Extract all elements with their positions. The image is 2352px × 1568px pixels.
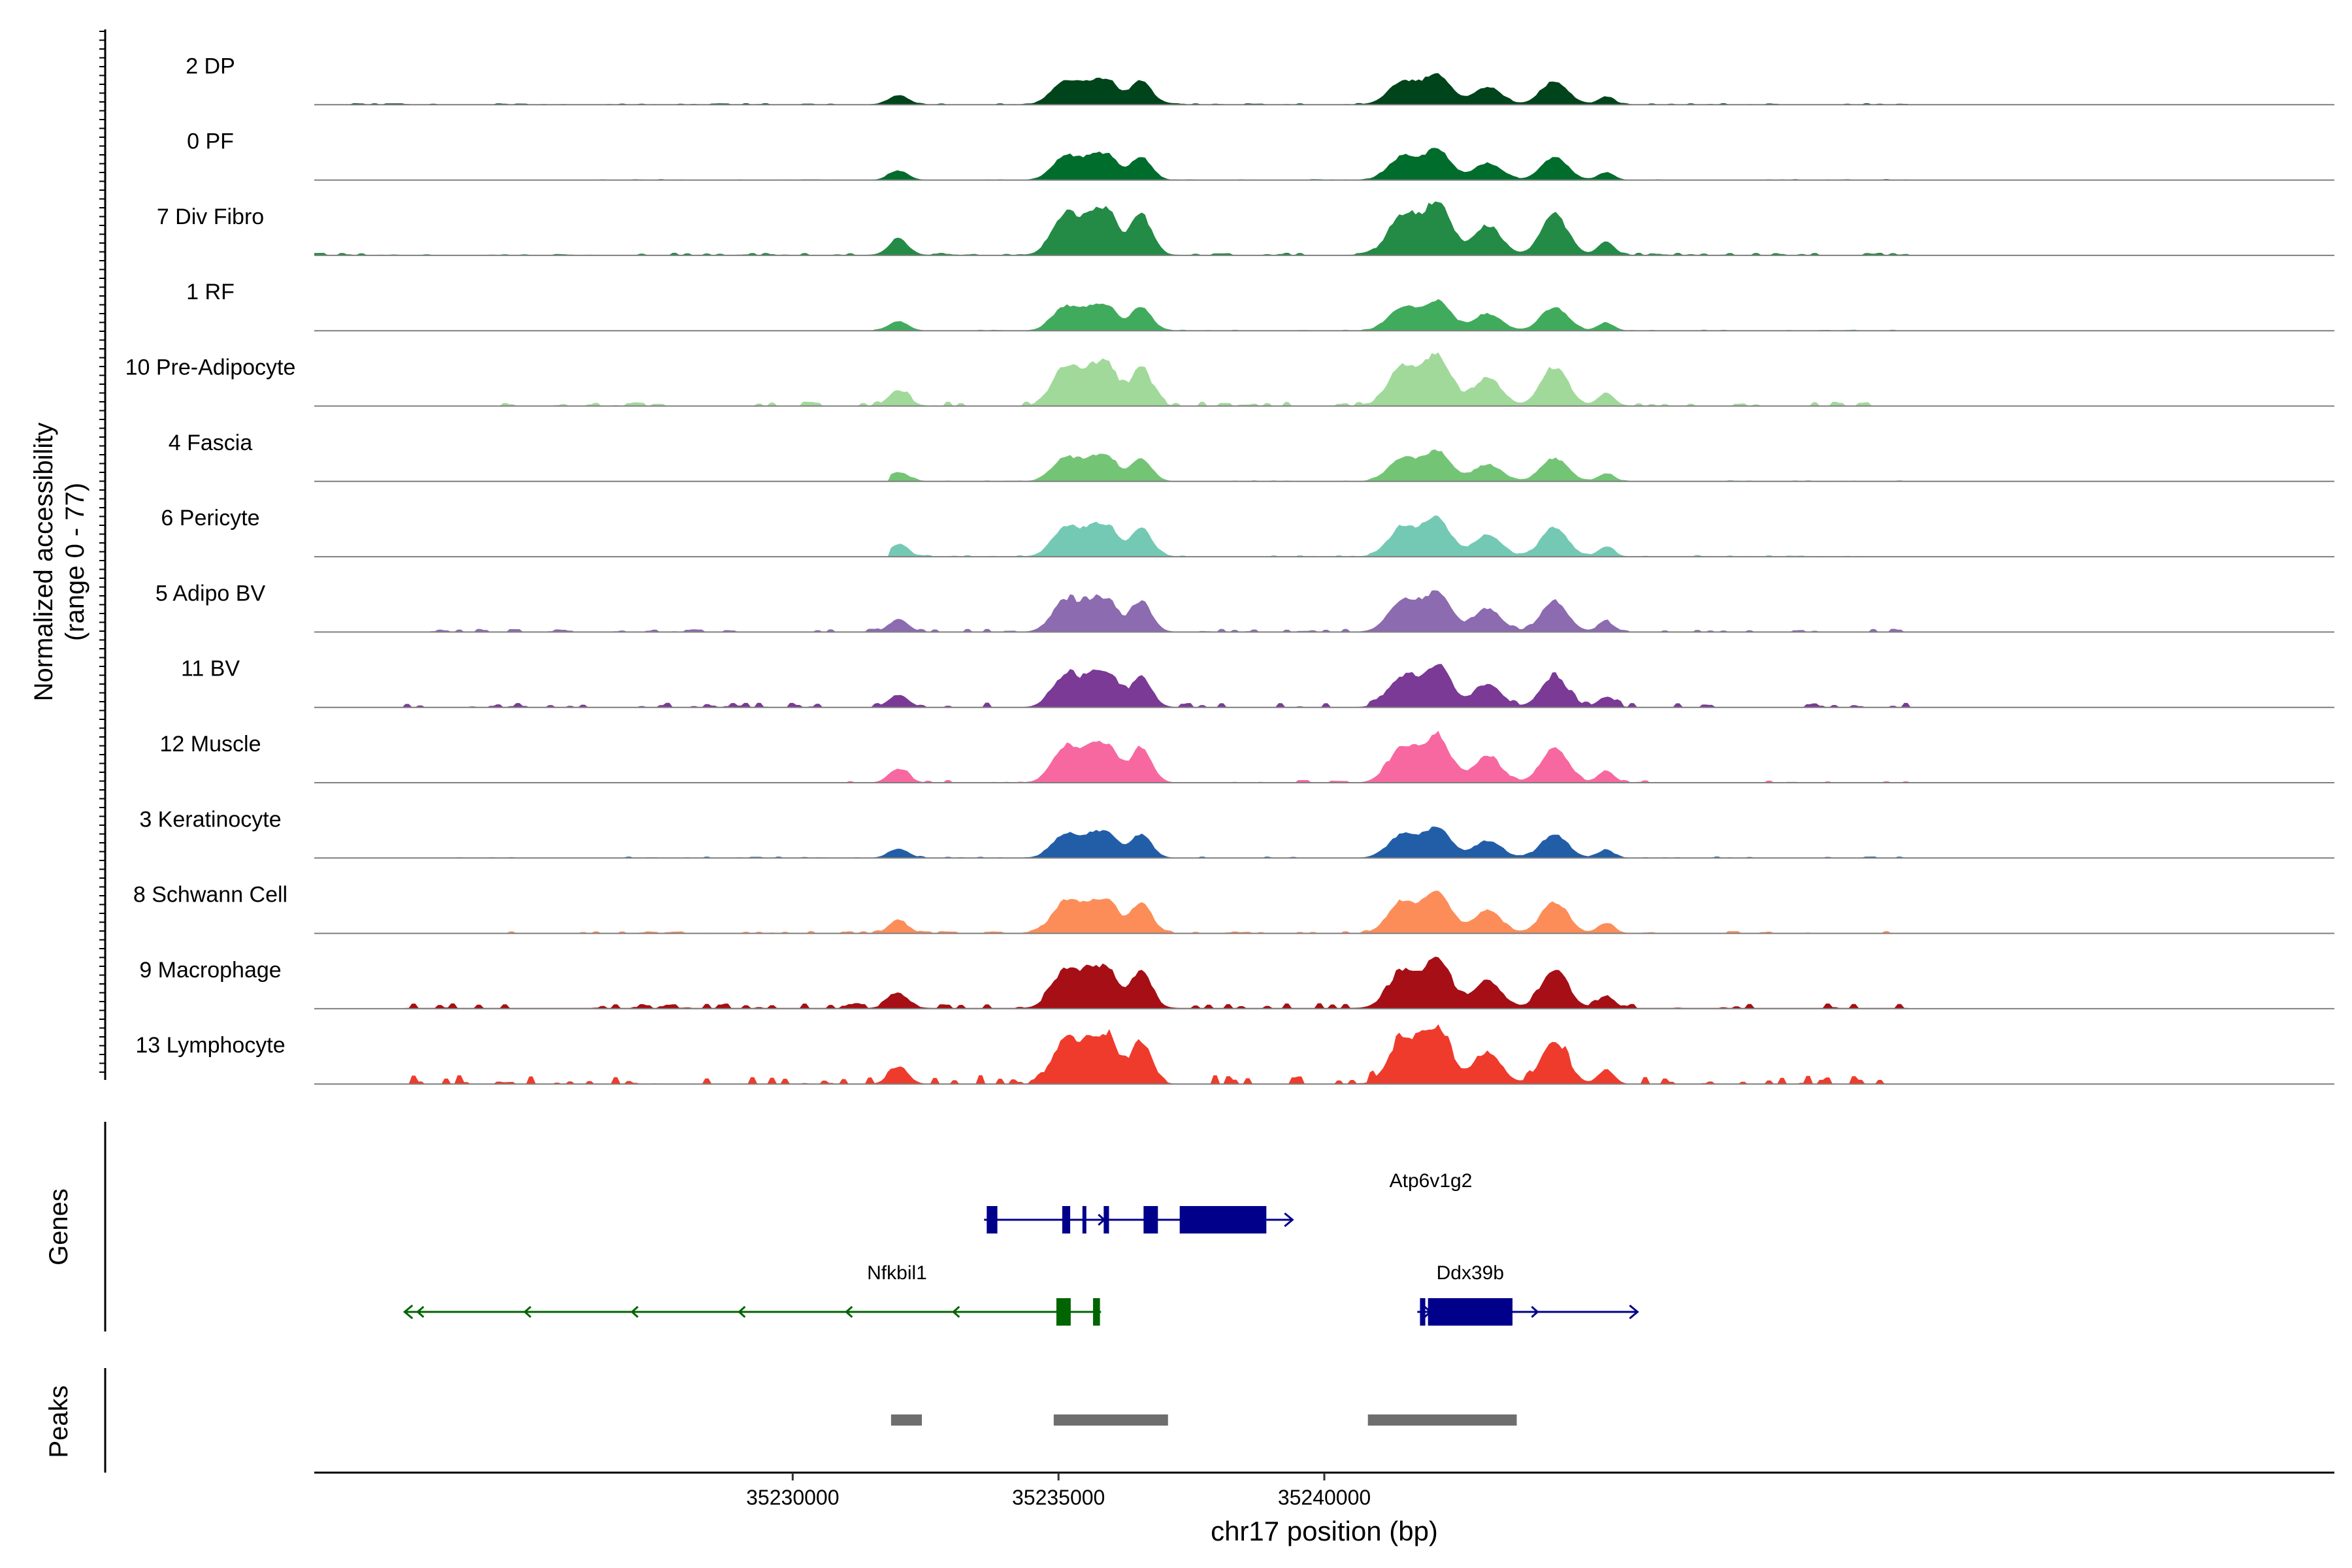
gene-exon (1093, 1298, 1100, 1326)
x-tick-label: 35230000 (746, 1486, 839, 1509)
genes-axis-label: Genes (44, 1188, 73, 1266)
gene-nfkbil1: Nfkbil1 (402, 1262, 1102, 1326)
gene-label: Atp6v1g2 (1390, 1170, 1473, 1192)
track-area-13-lymphocyte (314, 1024, 2334, 1085)
coverage-tracks: 2 DP 0 PF 7 Div Fibro 1 RF 10 Pre-Adipocyte 4… (125, 54, 2334, 1085)
track-area-3-keratinocyte (314, 826, 2334, 858)
strand-arrow-icon (523, 1305, 532, 1318)
track-4-fascia: 4 Fascia (169, 431, 2334, 482)
gene-exon (1082, 1206, 1086, 1233)
track-7-div-fibro: 7 Div Fibro (157, 201, 2334, 256)
strand-arrow-icon (630, 1305, 639, 1318)
strand-arrow-icon (416, 1305, 425, 1318)
track-label: 9 Macrophage (139, 958, 281, 983)
track-11-bv: 11 BV (181, 657, 2334, 708)
track-10-pre-adipocyte: 10 Pre-Adipocyte (125, 352, 2334, 407)
coverage-y-axis (99, 29, 106, 1080)
track-5-adipo-bv: 5 Adipo BV (155, 581, 2334, 633)
genes-panel: Atp6v1g2 Nfkbil1 Ddx39b (104, 1122, 1639, 1331)
gene-exon (1103, 1206, 1109, 1233)
track-area-10-pre-adipocyte (314, 352, 2334, 406)
track-area-2-dp (314, 73, 2334, 105)
track-9-macrophage: 9 Macrophage (139, 956, 2334, 1009)
track-label: 5 Adipo BV (155, 581, 266, 606)
gene-atp6v1g2: Atp6v1g2 (984, 1170, 1472, 1233)
gene-exon (987, 1206, 998, 1233)
track-area-8-schwann-cell (314, 890, 2334, 934)
track-area-0-pf (314, 148, 2334, 180)
track-6-pericyte: 6 Pericyte (161, 506, 2334, 558)
gene-exon (1143, 1206, 1158, 1233)
gene-exon (1056, 1298, 1071, 1326)
y-axis-title-line2: (range 0 - 77) (61, 483, 90, 641)
gene-exon (1179, 1206, 1267, 1233)
track-1-rf: 1 RF (186, 280, 2334, 332)
x-axis-title: chr17 position (bp) (1211, 1516, 1438, 1546)
track-12-muscle: 12 Muscle (160, 730, 2334, 783)
track-label: 11 BV (181, 657, 240, 681)
track-0-pf: 0 PF (187, 129, 2334, 181)
track-label: 13 Lymphocyte (135, 1033, 285, 1058)
track-area-5-adipo-bv (314, 590, 2334, 632)
track-area-4-fascia (314, 449, 2334, 482)
track-area-12-muscle (314, 730, 2334, 783)
track-2-dp: 2 DP (186, 54, 2334, 106)
gene-label: Nfkbil1 (867, 1262, 927, 1284)
track-area-7-div-fibro (314, 201, 2334, 255)
x-tick-label: 35240000 (1278, 1486, 1371, 1509)
track-label: 1 RF (186, 280, 235, 304)
gene-label: Ddx39b (1437, 1262, 1504, 1284)
track-label: 6 Pericyte (161, 506, 259, 531)
track-area-11-bv (314, 664, 2334, 708)
track-label: 0 PF (187, 129, 234, 154)
track-13-lymphocyte: 13 Lymphocyte (135, 1024, 2334, 1085)
track-area-9-macrophage (314, 956, 2334, 1009)
peak-region (1367, 1414, 1517, 1426)
track-label: 7 Div Fibro (157, 204, 264, 229)
y-axis-title-line1: Normalized accessibility (29, 423, 58, 702)
strand-arrow-icon (845, 1305, 853, 1318)
peak-region (890, 1414, 923, 1426)
track-3-keratinocyte: 3 Keratinocyte (139, 807, 2334, 859)
track-label: 3 Keratinocyte (139, 807, 281, 832)
gene-end-arrow-icon (1629, 1304, 1639, 1320)
track-label: 10 Pre-Adipocyte (125, 355, 296, 380)
peaks-panel (104, 1368, 1517, 1473)
track-label: 12 Muscle (160, 732, 261, 757)
peaks-axis-label: Peaks (44, 1385, 73, 1458)
track-8-schwann-cell: 8 Schwann Cell (133, 883, 2334, 934)
gene-ddx39b: Ddx39b (1417, 1262, 1639, 1326)
strand-arrow-icon (738, 1305, 746, 1318)
track-label: 4 Fascia (169, 431, 253, 455)
x-axis: 35230000 35235000 35240000 (314, 1471, 2334, 1509)
peak-region (1053, 1414, 1168, 1426)
gene-end-arrow-icon (402, 1304, 414, 1320)
track-area-6-pericyte (314, 515, 2334, 557)
gene-end-arrow-icon (1284, 1212, 1294, 1228)
gene-exon (1428, 1298, 1513, 1326)
gene-exon (1420, 1298, 1426, 1326)
track-label: 8 Schwann Cell (133, 883, 287, 907)
x-tick-label: 35235000 (1012, 1486, 1105, 1509)
gene-exon (1062, 1206, 1071, 1233)
track-area-1-rf (314, 299, 2334, 331)
strand-arrow-icon (952, 1305, 960, 1318)
track-label: 2 DP (186, 54, 235, 78)
